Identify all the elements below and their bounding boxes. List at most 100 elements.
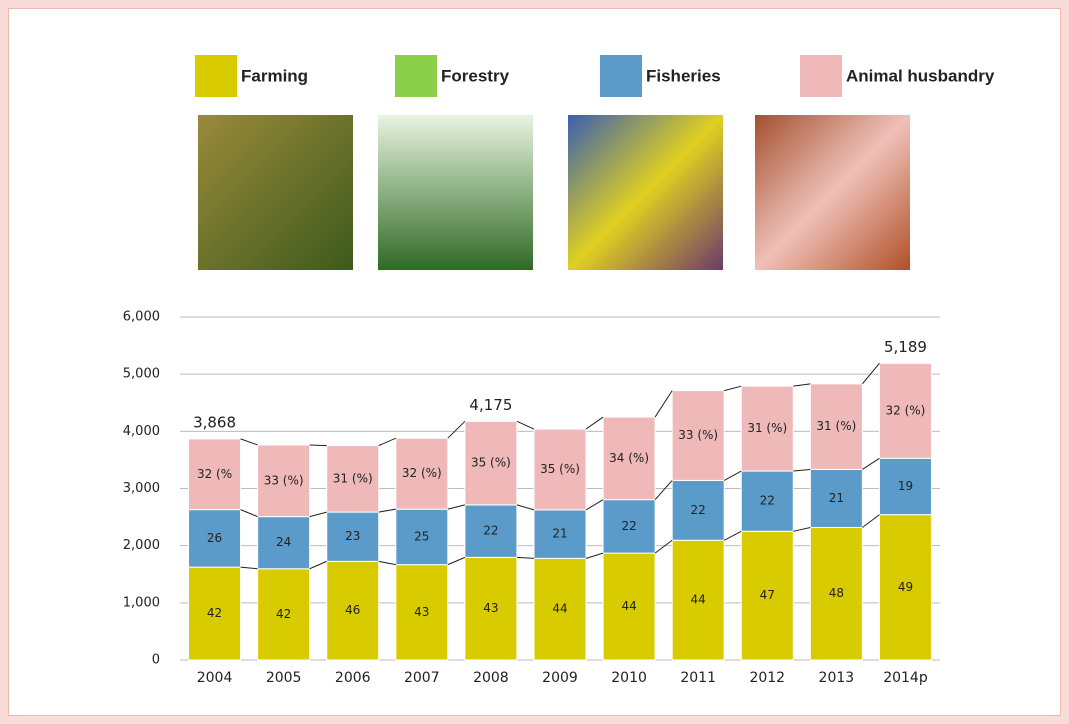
value-label: 25 [414, 529, 429, 543]
value-label: 22 [483, 524, 498, 538]
connector [516, 420, 535, 430]
y-tick-label: 2,000 [123, 538, 160, 553]
legend-swatch [395, 55, 437, 97]
value-label: 21 [552, 527, 567, 541]
value-label: 42 [207, 606, 222, 620]
value-label: 31 (%) [333, 471, 373, 485]
value-label: 44 [691, 593, 706, 607]
connector [654, 390, 673, 418]
connector [654, 539, 673, 554]
x-tick-label: 2006 [335, 670, 371, 686]
value-label: 31 (%) [747, 421, 787, 435]
connector [723, 530, 742, 541]
connector [240, 438, 258, 446]
bar-segment [326, 511, 380, 562]
value-label: 44 [621, 599, 636, 613]
value-label: 23 [345, 529, 360, 543]
connector [516, 556, 535, 559]
value-label: 32 (%) [886, 403, 926, 417]
connector [240, 509, 258, 518]
value-label: 43 [414, 605, 429, 619]
connector [309, 444, 327, 447]
legend-label: Animal husbandry [846, 66, 995, 85]
bar-segment [188, 566, 242, 661]
value-label: 26 [207, 531, 222, 545]
bar-segment [395, 564, 449, 661]
x-tick-label: 2004 [197, 670, 233, 686]
value-label: 33 (%) [264, 473, 304, 487]
bar-segment [533, 557, 587, 661]
value-label: 35 (%) [471, 456, 511, 470]
connector [585, 499, 604, 511]
bar-segment [878, 362, 932, 459]
value-label: 47 [760, 588, 775, 602]
value-label: 34 (%) [609, 451, 649, 465]
value-label: 49 [898, 580, 913, 594]
x-tick-label: 2007 [404, 670, 440, 686]
bar-segment [257, 568, 311, 661]
connector [309, 560, 327, 570]
photo [198, 115, 353, 270]
total-label: 5,189 [884, 338, 927, 356]
connector [378, 437, 397, 447]
value-label: 32 (%) [402, 466, 442, 480]
bar-segment [533, 428, 587, 511]
x-tick-label: 2012 [749, 670, 785, 686]
value-label: 43 [483, 601, 498, 615]
bar-segment [878, 457, 932, 516]
value-label: 46 [345, 603, 360, 617]
x-tick-label: 2011 [680, 670, 716, 686]
connector [862, 514, 880, 528]
value-label: 19 [898, 479, 913, 493]
legend-swatch [600, 55, 642, 97]
connector [585, 552, 604, 559]
x-tick-label: 2013 [819, 670, 855, 686]
y-tick-label: 3,000 [123, 481, 160, 496]
bar-segment [740, 530, 794, 661]
x-tick-label: 2010 [611, 670, 647, 686]
bar-segment [740, 385, 794, 472]
bar-segment [188, 438, 242, 511]
connector [378, 508, 396, 513]
connector [654, 480, 673, 500]
y-tick-label: 4,000 [123, 424, 160, 439]
connector [724, 385, 742, 392]
connector [585, 416, 604, 430]
legend-label: Farming [241, 66, 308, 85]
connector [723, 470, 742, 481]
connector [447, 504, 466, 510]
photo [568, 115, 723, 270]
value-label: 32 (% [197, 467, 232, 481]
bar-segment [395, 437, 449, 510]
connector [861, 363, 880, 385]
x-tick-label: 2014p [883, 670, 928, 686]
connector [862, 457, 880, 470]
legend-swatch [195, 55, 237, 97]
bar-segment [326, 560, 380, 661]
value-label: 21 [829, 491, 844, 505]
connector [516, 504, 535, 511]
bar-segment [602, 552, 656, 661]
value-label: 33 (%) [678, 428, 718, 442]
connector [447, 420, 466, 439]
connector [309, 511, 327, 518]
connector [793, 526, 811, 532]
bar-segment [326, 445, 380, 513]
value-label: 35 (%) [540, 462, 580, 476]
value-label: 44 [552, 602, 567, 616]
photo [378, 115, 533, 270]
bar-segment [602, 499, 656, 554]
value-label: 48 [829, 586, 844, 600]
bar-segment [533, 509, 587, 559]
bar-segment [809, 383, 863, 470]
legend-label: Fisheries [646, 66, 721, 85]
x-tick-label: 2008 [473, 670, 509, 686]
bar-segment [602, 416, 656, 501]
bar-segment [671, 390, 725, 481]
bar-segment [671, 539, 725, 661]
connector [240, 566, 258, 570]
bar-segment [671, 479, 725, 541]
value-label: 31 (%) [816, 419, 856, 433]
value-label: 22 [621, 519, 636, 533]
connector [378, 560, 396, 566]
